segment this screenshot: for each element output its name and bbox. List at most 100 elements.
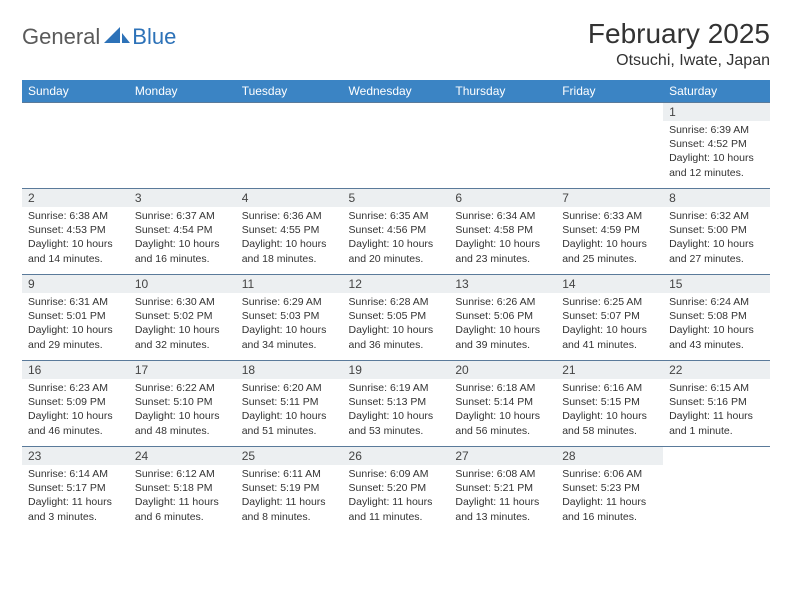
calendar-cell: 20Sunrise: 6:18 AMSunset: 5:14 PMDayligh… [449, 361, 556, 447]
sunrise-text: Sunrise: 6:38 AM [28, 209, 123, 223]
sunrise-text: Sunrise: 6:39 AM [669, 123, 764, 137]
day-details: Sunrise: 6:37 AMSunset: 4:54 PMDaylight:… [129, 207, 236, 270]
sunset-text: Sunset: 4:55 PM [242, 223, 337, 237]
day-header: Wednesday [343, 80, 450, 103]
calendar-cell: 22Sunrise: 6:15 AMSunset: 5:16 PMDayligh… [663, 361, 770, 447]
day-details: Sunrise: 6:24 AMSunset: 5:08 PMDaylight:… [663, 293, 770, 356]
daylight-text: Daylight: 10 hours and 36 minutes. [349, 323, 444, 351]
sunrise-text: Sunrise: 6:34 AM [455, 209, 550, 223]
sunset-text: Sunset: 5:11 PM [242, 395, 337, 409]
sunset-text: Sunset: 5:10 PM [135, 395, 230, 409]
sunset-text: Sunset: 5:23 PM [562, 481, 657, 495]
sunrise-text: Sunrise: 6:20 AM [242, 381, 337, 395]
daylight-text: Daylight: 11 hours and 3 minutes. [28, 495, 123, 523]
calendar-cell [22, 103, 129, 189]
logo-text-blue: Blue [132, 24, 176, 50]
day-number: 8 [663, 189, 770, 207]
day-number: 22 [663, 361, 770, 379]
calendar-cell [556, 103, 663, 189]
day-number: 27 [449, 447, 556, 465]
sunrise-text: Sunrise: 6:22 AM [135, 381, 230, 395]
calendar-cell: 16Sunrise: 6:23 AMSunset: 5:09 PMDayligh… [22, 361, 129, 447]
calendar-cell: 17Sunrise: 6:22 AMSunset: 5:10 PMDayligh… [129, 361, 236, 447]
daylight-text: Daylight: 11 hours and 13 minutes. [455, 495, 550, 523]
calendar-cell [343, 103, 450, 189]
sunrise-text: Sunrise: 6:06 AM [562, 467, 657, 481]
sunrise-text: Sunrise: 6:15 AM [669, 381, 764, 395]
day-details: Sunrise: 6:11 AMSunset: 5:19 PMDaylight:… [236, 465, 343, 528]
daylight-text: Daylight: 11 hours and 6 minutes. [135, 495, 230, 523]
sunset-text: Sunset: 4:59 PM [562, 223, 657, 237]
day-details: Sunrise: 6:35 AMSunset: 4:56 PMDaylight:… [343, 207, 450, 270]
sunset-text: Sunset: 5:02 PM [135, 309, 230, 323]
day-details: Sunrise: 6:23 AMSunset: 5:09 PMDaylight:… [22, 379, 129, 442]
sunset-text: Sunset: 5:13 PM [349, 395, 444, 409]
day-number: 2 [22, 189, 129, 207]
sunset-text: Sunset: 5:01 PM [28, 309, 123, 323]
daylight-text: Daylight: 11 hours and 1 minute. [669, 409, 764, 437]
sunrise-text: Sunrise: 6:33 AM [562, 209, 657, 223]
day-details: Sunrise: 6:15 AMSunset: 5:16 PMDaylight:… [663, 379, 770, 442]
day-details: Sunrise: 6:36 AMSunset: 4:55 PMDaylight:… [236, 207, 343, 270]
day-details: Sunrise: 6:06 AMSunset: 5:23 PMDaylight:… [556, 465, 663, 528]
day-number: 25 [236, 447, 343, 465]
day-header: Thursday [449, 80, 556, 103]
day-number: 24 [129, 447, 236, 465]
sunrise-text: Sunrise: 6:32 AM [669, 209, 764, 223]
day-number: 20 [449, 361, 556, 379]
sunrise-text: Sunrise: 6:12 AM [135, 467, 230, 481]
daylight-text: Daylight: 10 hours and 25 minutes. [562, 237, 657, 265]
calendar-week-row: 1Sunrise: 6:39 AMSunset: 4:52 PMDaylight… [22, 103, 770, 189]
logo: General Blue [22, 18, 176, 50]
sunset-text: Sunset: 5:05 PM [349, 309, 444, 323]
sunset-text: Sunset: 5:20 PM [349, 481, 444, 495]
calendar-cell: 21Sunrise: 6:16 AMSunset: 5:15 PMDayligh… [556, 361, 663, 447]
sunrise-text: Sunrise: 6:24 AM [669, 295, 764, 309]
calendar-cell: 15Sunrise: 6:24 AMSunset: 5:08 PMDayligh… [663, 275, 770, 361]
sunset-text: Sunset: 5:18 PM [135, 481, 230, 495]
day-details: Sunrise: 6:16 AMSunset: 5:15 PMDaylight:… [556, 379, 663, 442]
sunset-text: Sunset: 4:53 PM [28, 223, 123, 237]
day-details: Sunrise: 6:34 AMSunset: 4:58 PMDaylight:… [449, 207, 556, 270]
day-number: 1 [663, 103, 770, 121]
sunrise-text: Sunrise: 6:37 AM [135, 209, 230, 223]
calendar-week-row: 16Sunrise: 6:23 AMSunset: 5:09 PMDayligh… [22, 361, 770, 447]
sunrise-text: Sunrise: 6:28 AM [349, 295, 444, 309]
calendar-cell [129, 103, 236, 189]
calendar-cell: 6Sunrise: 6:34 AMSunset: 4:58 PMDaylight… [449, 189, 556, 275]
day-details: Sunrise: 6:38 AMSunset: 4:53 PMDaylight:… [22, 207, 129, 270]
calendar-cell: 14Sunrise: 6:25 AMSunset: 5:07 PMDayligh… [556, 275, 663, 361]
daylight-text: Daylight: 10 hours and 29 minutes. [28, 323, 123, 351]
sunset-text: Sunset: 5:16 PM [669, 395, 764, 409]
sunrise-text: Sunrise: 6:29 AM [242, 295, 337, 309]
calendar-cell: 9 Sunrise: 6:31 AMSunset: 5:01 PMDaylight… [22, 275, 129, 361]
day-details: Sunrise: 6:26 AMSunset: 5:06 PMDaylight:… [449, 293, 556, 356]
logo-sail-icon [104, 25, 130, 50]
day-number: 16 [22, 361, 129, 379]
daylight-text: Daylight: 10 hours and 51 minutes. [242, 409, 337, 437]
sunset-text: Sunset: 5:17 PM [28, 481, 123, 495]
calendar-cell: 3Sunrise: 6:37 AMSunset: 4:54 PMDaylight… [129, 189, 236, 275]
sunrise-text: Sunrise: 6:35 AM [349, 209, 444, 223]
day-details: Sunrise: 6:12 AMSunset: 5:18 PMDaylight:… [129, 465, 236, 528]
sunset-text: Sunset: 5:08 PM [669, 309, 764, 323]
sunrise-text: Sunrise: 6:14 AM [28, 467, 123, 481]
day-number: 6 [449, 189, 556, 207]
day-number: 5 [343, 189, 450, 207]
daylight-text: Daylight: 10 hours and 12 minutes. [669, 151, 764, 179]
sunset-text: Sunset: 5:09 PM [28, 395, 123, 409]
day-header: Monday [129, 80, 236, 103]
day-number: 9 [22, 275, 129, 293]
sunrise-text: Sunrise: 6:31 AM [28, 295, 123, 309]
daylight-text: Daylight: 10 hours and 27 minutes. [669, 237, 764, 265]
day-details: Sunrise: 6:39 AMSunset: 4:52 PMDaylight:… [663, 121, 770, 184]
calendar-cell [663, 447, 770, 533]
day-number: 11 [236, 275, 343, 293]
calendar-week-row: 9Sunrise: 6:31 AMSunset: 5:01 PMDaylight… [22, 275, 770, 361]
sunrise-text: Sunrise: 6:26 AM [455, 295, 550, 309]
sunset-text: Sunset: 5:00 PM [669, 223, 764, 237]
calendar-cell: 18Sunrise: 6:20 AMSunset: 5:11 PMDayligh… [236, 361, 343, 447]
sunset-text: Sunset: 5:14 PM [455, 395, 550, 409]
calendar-cell: 2Sunrise: 6:38 AMSunset: 4:53 PMDaylight… [22, 189, 129, 275]
day-details: Sunrise: 6:08 AMSunset: 5:21 PMDaylight:… [449, 465, 556, 528]
